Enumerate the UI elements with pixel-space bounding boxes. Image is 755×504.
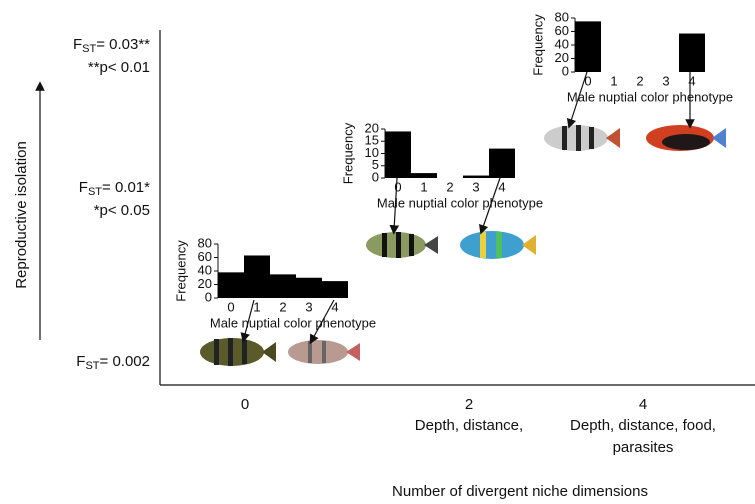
- bar: [463, 175, 489, 178]
- x-tick-label: 0: [227, 299, 234, 314]
- y-axis-label: Reproductive isolation: [13, 141, 30, 289]
- x-tick-label: 4: [498, 179, 505, 194]
- bar: [296, 277, 322, 298]
- y-axis-label: Frequency: [340, 122, 355, 184]
- fst-subscript: ST: [85, 360, 99, 372]
- y-tick-label: 0: [562, 63, 569, 78]
- bar: [270, 274, 296, 298]
- x-tick-description: Depth, distance, food,: [570, 417, 716, 434]
- x-tick-label: 1: [420, 179, 427, 194]
- bar: [322, 281, 348, 298]
- fst-label: FST= 0.002: [76, 353, 150, 372]
- y-tick-label: 20: [555, 50, 569, 65]
- bar: [385, 131, 411, 178]
- y-tick-label: 0: [372, 169, 379, 184]
- y-tick-label: 40: [198, 262, 212, 277]
- y-tick-label: 20: [198, 276, 212, 291]
- x-tick-label: 2: [636, 73, 643, 88]
- y-tick-label: 15: [365, 133, 379, 148]
- x-tick-label: 1: [610, 73, 617, 88]
- phenotype-arrows: [240, 71, 695, 345]
- bar: [411, 173, 437, 178]
- fst-note: *p< 0.05: [94, 202, 150, 219]
- fst-subscript: ST: [88, 186, 102, 198]
- x-tick-label: 3: [662, 73, 669, 88]
- fish-illustrations: [200, 125, 726, 366]
- x-axis-label: Male nuptial color phenotype: [210, 315, 376, 330]
- y-tick-label: 0: [205, 289, 212, 304]
- x-tick-label: 1: [253, 299, 260, 314]
- fst-subscript: ST: [82, 43, 96, 55]
- x-tick-label: 0: [241, 396, 249, 413]
- bar: [218, 272, 244, 298]
- bar: [679, 33, 705, 72]
- x-axis-label: Male nuptial color phenotype: [567, 89, 733, 104]
- fst-value: = 0.002: [100, 353, 150, 370]
- y-tick-label: 80: [198, 235, 212, 250]
- fst-symbol: F: [73, 36, 82, 53]
- x-tick-label: 0: [584, 73, 591, 88]
- bar: [244, 255, 270, 298]
- x-tick-description: Depth, distance,: [415, 417, 523, 434]
- bar: [575, 21, 601, 72]
- y-tick-label: 60: [555, 23, 569, 38]
- fst-value: = 0.03**: [96, 36, 150, 53]
- y-tick-label: 40: [555, 36, 569, 51]
- x-tick-description: parasites: [613, 439, 674, 456]
- x-tick-label: 3: [472, 179, 479, 194]
- x-axis-label: Male nuptial color phenotype: [377, 195, 543, 210]
- x-tick-label: 0: [394, 179, 401, 194]
- y-axis-label: Frequency: [530, 14, 545, 76]
- y-tick-label: 10: [365, 145, 379, 160]
- x-tick-label: 4: [639, 396, 647, 413]
- y-tick-label: 60: [198, 249, 212, 264]
- fst-note: **p< 0.01: [88, 59, 150, 76]
- x-tick-label: 2: [279, 299, 286, 314]
- y-tick-label: 20: [365, 120, 379, 135]
- fst-symbol: F: [79, 179, 88, 196]
- fst-label: FST= 0.03**: [73, 36, 150, 55]
- y-tick-label: 5: [372, 157, 379, 172]
- y-axis-label: Frequency: [173, 240, 188, 302]
- fst-value: = 0.01*: [102, 179, 150, 196]
- x-axis-label: Number of divergent niche dimensions: [392, 483, 648, 500]
- x-tick-label: 2: [465, 396, 473, 413]
- y-tick-label: 80: [555, 9, 569, 24]
- x-tick-label: 4: [688, 73, 695, 88]
- x-tick-label: 3: [305, 299, 312, 314]
- fst-symbol: F: [76, 353, 85, 370]
- fst-label: FST= 0.01*: [79, 179, 150, 198]
- bar: [489, 148, 515, 178]
- x-tick-label: 2: [446, 179, 453, 194]
- x-tick-label: 4: [331, 299, 338, 314]
